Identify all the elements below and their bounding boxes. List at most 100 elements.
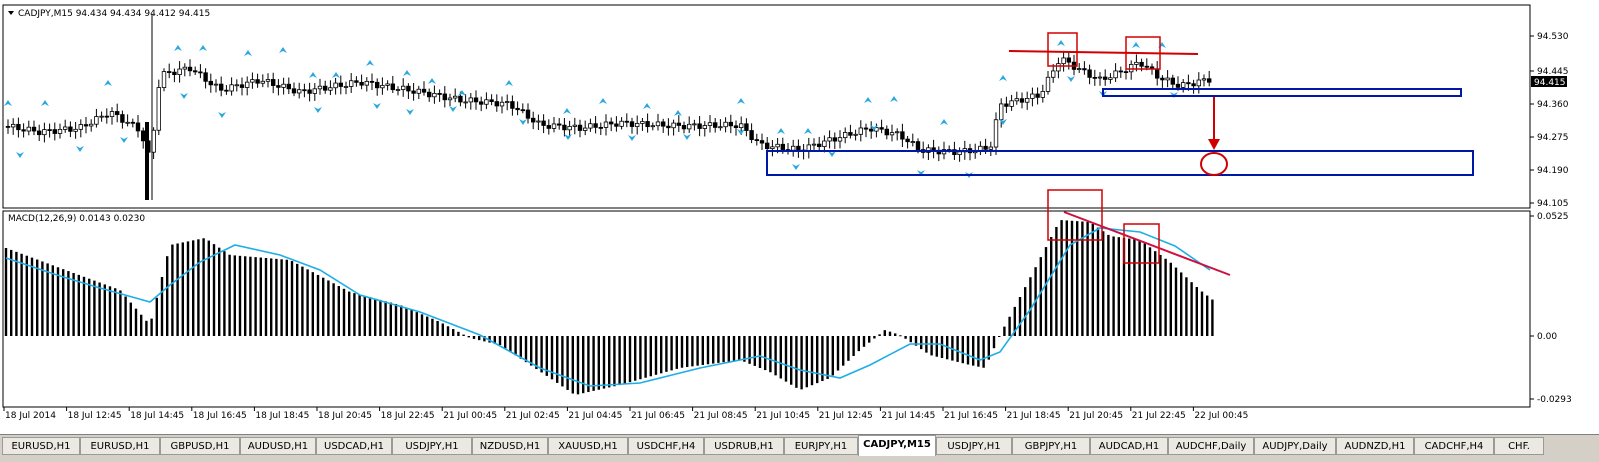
candle-body — [1113, 70, 1118, 79]
candle-body — [915, 141, 921, 150]
fractal-up-icon — [41, 100, 49, 106]
macd-bar — [228, 254, 231, 336]
chart-tab-usdchf-h4[interactable]: USDCHF,H4 — [628, 437, 704, 455]
candle-body — [577, 124, 583, 131]
macd-bar — [1029, 277, 1032, 336]
macd-scale: 0.0525 0.00 -0.0293 — [1530, 212, 1572, 405]
price-scale: 94.530 94.445 94.360 94.275 94.190 94.105 — [1530, 32, 1569, 209]
time-tick-label: 18 Jul 14:45 — [130, 411, 184, 421]
macd-bar — [1091, 223, 1094, 336]
time-scale: 18 Jul 2014 18 Jul 12:45 18 Jul 14:45 18 Ju… — [3, 407, 1248, 421]
macd-bar — [400, 305, 403, 336]
chart-tab-usdcad-h1[interactable]: USDCAD,H1 — [316, 437, 392, 455]
fractal-up-icon — [332, 72, 340, 78]
candle-body — [1030, 93, 1035, 99]
chart-tab-usdrub-h1[interactable]: USDRUB,H1 — [704, 437, 784, 455]
macd-bar — [587, 336, 590, 393]
current-price-marker — [1531, 76, 1567, 87]
chart-tab-chf-[interactable]: CHF. — [1494, 437, 1544, 455]
chart-tab-usdjpy-h1[interactable]: USDJPY,H1 — [936, 437, 1012, 455]
candle-body — [276, 85, 281, 88]
chart-tabs-bar: EURUSD,H1 EURUSD,H1 GBPUSD,H1 AUDUSD,H1 USDC… — [0, 434, 1599, 462]
macd-bar — [493, 336, 496, 344]
macd-bar — [1143, 243, 1146, 336]
candle-body — [551, 123, 557, 129]
chart-tab-audcad-h1[interactable]: AUDCAD,H1 — [1090, 437, 1168, 455]
chart-tab-eurusd-h1[interactable]: EURUSD,H1 — [80, 437, 160, 455]
candle-body — [1201, 78, 1207, 81]
chart-tab-audchf-daily[interactable]: AUDCHF,Daily — [1168, 437, 1254, 455]
macd-bar — [62, 269, 65, 336]
macd-bar — [717, 336, 720, 363]
candle-body — [1009, 100, 1014, 107]
chart-tab-audusd-h1[interactable]: AUDUSD,H1 — [240, 437, 316, 455]
candle-body — [115, 111, 120, 115]
candle-body — [99, 115, 104, 118]
candle-body — [224, 89, 229, 92]
candle-body — [1025, 98, 1030, 103]
macd-bar — [992, 336, 996, 349]
candle-body — [645, 121, 650, 128]
chart-tab-gbpusd-h1[interactable]: GBPUSD,H1 — [160, 437, 240, 455]
fractal-up-icon — [864, 97, 872, 103]
macd-bar — [436, 320, 439, 336]
price-tick-label: 94.105 — [1537, 199, 1569, 209]
macd-bar — [51, 265, 54, 336]
fractal-down-icon — [628, 135, 636, 141]
macd-bar — [862, 336, 866, 347]
macd-bar — [998, 336, 1001, 337]
chart-tab-usdjpy-h1[interactable]: USDJPY,H1 — [392, 437, 472, 455]
candle-body — [307, 89, 312, 94]
macd-histogram — [4, 220, 1214, 395]
fractal-up-icon — [199, 45, 207, 51]
fractal-down-icon — [120, 137, 128, 143]
chart-tab-eurjpy-h1[interactable]: EURJPY,H1 — [784, 437, 858, 455]
macd-bar — [779, 336, 782, 379]
candle-body — [468, 97, 473, 103]
chart-menu-icon[interactable] — [8, 11, 14, 15]
macd-bar — [852, 336, 855, 356]
candle-body — [182, 66, 187, 70]
candle-body — [203, 72, 208, 82]
chart-tab-cadchf-h4[interactable]: CADCHF,H4 — [1414, 437, 1494, 455]
macd-bar — [618, 336, 621, 386]
chart-tab-nzdusd-h1[interactable]: NZDUSD,H1 — [472, 437, 548, 455]
candle-body — [879, 127, 884, 130]
candle-body — [1040, 91, 1045, 98]
candle-body — [395, 89, 401, 91]
chart-tab-eurusd-h1[interactable]: EURUSD,H1 — [2, 437, 80, 455]
chart-tab-audnzd-h1[interactable]: AUDNZD,H1 — [1336, 437, 1414, 455]
time-tick-label: 21 Jul 04:45 — [568, 411, 622, 421]
macd-box-2 — [1123, 223, 1160, 264]
macd-bar — [644, 336, 647, 378]
macd-bar — [816, 336, 819, 384]
macd-bar — [290, 261, 294, 336]
chart-tab-xauusd-h1[interactable]: XAUUSD,H1 — [548, 437, 628, 455]
candle-body — [895, 131, 900, 134]
macd-bar — [810, 336, 814, 386]
annotations — [766, 32, 1474, 276]
candle-body — [354, 80, 359, 83]
macd-bar — [748, 336, 751, 364]
chart-tab-cadjpy-m15[interactable]: CADJPY,M15 — [858, 435, 936, 456]
candle-body — [473, 97, 479, 103]
fractal-down-icon — [218, 112, 226, 118]
price-tick-label: 94.445 — [1537, 67, 1569, 77]
fractal-down-icon — [792, 164, 800, 170]
candle-body — [1155, 68, 1160, 79]
macd-bar — [223, 251, 226, 336]
chart-tab-gbpjpy-h1[interactable]: GBPJPY,H1 — [1012, 437, 1090, 455]
fractal-down-icon — [406, 109, 414, 115]
macd-bar — [623, 336, 626, 384]
candle-body — [109, 111, 115, 118]
fractal-up-icon — [940, 119, 948, 125]
fractal-up-icon — [244, 50, 252, 56]
fractal-down-icon — [314, 107, 322, 113]
chart-area[interactable]: 94.530 94.445 94.360 94.275 94.190 94.105 0.0… — [0, 0, 1599, 434]
macd-bar — [316, 274, 320, 336]
candle-body — [328, 87, 333, 91]
fractal-down-icon — [76, 146, 84, 152]
price-tick-label: 94.275 — [1537, 133, 1569, 143]
chart-tab-audjpy-daily[interactable]: AUDJPY,Daily — [1254, 437, 1336, 455]
candle-body — [884, 128, 889, 136]
